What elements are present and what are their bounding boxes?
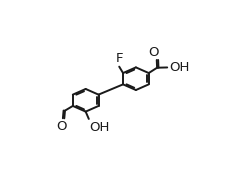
Text: OH: OH (90, 121, 110, 134)
Text: F: F (115, 52, 123, 65)
Text: O: O (56, 120, 66, 133)
Text: OH: OH (169, 61, 190, 74)
Text: O: O (148, 47, 159, 60)
